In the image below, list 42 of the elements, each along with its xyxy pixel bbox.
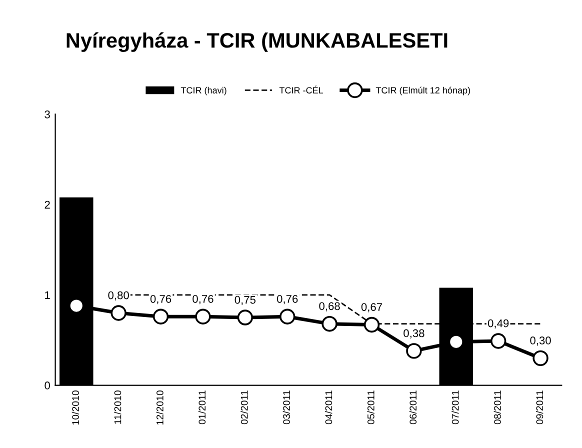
x-tick-label: 04/2011 xyxy=(325,390,332,424)
y-tick-label: 1 xyxy=(45,291,50,299)
x-tick-label: 09/2011 xyxy=(536,390,544,424)
data-label: 0,76 xyxy=(192,294,214,304)
x-tick-label: 01/2011 xyxy=(198,390,206,424)
data-label: 0,76 xyxy=(276,294,298,304)
point xyxy=(152,308,169,324)
x-tick-label: 08/2011 xyxy=(494,390,501,424)
x-tick-label: 07/2011 xyxy=(452,390,459,424)
x-tick-label: 11/2010 xyxy=(114,390,122,424)
point xyxy=(237,310,254,326)
x-tick-label: 06/2011 xyxy=(409,390,417,424)
data-label: 0,30 xyxy=(530,336,551,346)
x-tick-label: 02/2011 xyxy=(240,390,248,424)
y-tick-label: 2 xyxy=(44,200,50,209)
data-label: 0,68 xyxy=(319,302,340,312)
point xyxy=(364,316,380,333)
point xyxy=(322,316,338,332)
point xyxy=(406,343,422,359)
point xyxy=(532,350,548,366)
point xyxy=(195,308,211,324)
point xyxy=(448,334,464,350)
data-label: 0,75 xyxy=(234,296,256,306)
chart-title: Nyíregyháza - TCIR (MUNKABALESETI xyxy=(66,32,448,52)
x-tick-label: 12/2010 xyxy=(156,390,164,425)
x-tick-label: 05/2011 xyxy=(367,390,374,424)
legend-label: TCIR -CÉL xyxy=(279,86,324,94)
legend-label: TCIR (havi) xyxy=(180,86,226,96)
point xyxy=(68,298,84,314)
x-tick-label: 10/2010 xyxy=(72,390,79,425)
point xyxy=(280,308,296,324)
data-label: 0,49 xyxy=(488,319,509,329)
y-tick-label: 0 xyxy=(44,382,50,390)
legend-label: TCIR (Elmúlt 12 hónap) xyxy=(376,86,470,96)
data-label: 0,76 xyxy=(150,294,172,304)
x-tick-label: 03/2011 xyxy=(282,390,290,424)
point xyxy=(110,305,126,321)
data-label: 0,67 xyxy=(361,303,382,312)
y-tick-label: 3 xyxy=(44,110,50,118)
data-label: 0,38 xyxy=(404,329,424,338)
point xyxy=(490,333,506,349)
data-label: 0,80 xyxy=(108,291,129,301)
